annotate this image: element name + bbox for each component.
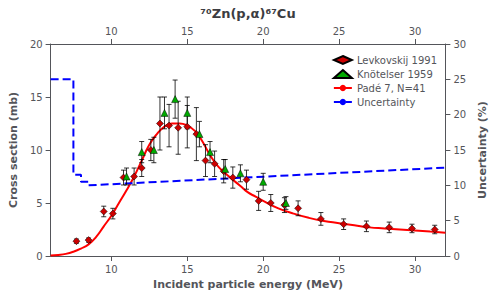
svg-text:20: 20 xyxy=(257,26,270,37)
svg-text:20: 20 xyxy=(453,109,466,120)
svg-text:30: 30 xyxy=(453,39,466,50)
svg-text:15: 15 xyxy=(181,264,194,275)
svg-text:0: 0 xyxy=(453,251,459,262)
svg-text:10: 10 xyxy=(453,180,466,191)
svg-text:5: 5 xyxy=(36,198,42,209)
svg-text:5: 5 xyxy=(453,215,459,226)
svg-text:30: 30 xyxy=(409,264,422,275)
svg-text:Cross section (mb): Cross section (mb) xyxy=(7,92,20,208)
svg-text:10: 10 xyxy=(105,26,118,37)
svg-text:15: 15 xyxy=(181,26,194,37)
svg-text:25: 25 xyxy=(333,26,346,37)
svg-text:10: 10 xyxy=(105,264,118,275)
svg-text:Uncertainty: Uncertainty xyxy=(357,97,416,108)
svg-text:25: 25 xyxy=(333,264,346,275)
svg-text:Uncertainty (%): Uncertainty (%) xyxy=(476,101,489,199)
svg-text:⁷⁰Zn(p,α)⁶⁷Cu: ⁷⁰Zn(p,α)⁶⁷Cu xyxy=(200,6,295,21)
svg-text:15: 15 xyxy=(30,92,43,103)
svg-text:Padé 7, N=41: Padé 7, N=41 xyxy=(357,83,426,94)
svg-text:15: 15 xyxy=(453,145,466,156)
svg-text:30: 30 xyxy=(409,26,422,37)
svg-text:Levkovskij 1991: Levkovskij 1991 xyxy=(357,55,437,66)
svg-text:25: 25 xyxy=(453,74,466,85)
svg-text:Knötelser 1959: Knötelser 1959 xyxy=(357,69,433,80)
svg-text:0: 0 xyxy=(36,251,42,262)
svg-text:10: 10 xyxy=(30,145,43,156)
svg-text:20: 20 xyxy=(30,39,43,50)
svg-text:Incident particle energy (MeV): Incident particle energy (MeV) xyxy=(153,278,343,291)
svg-text:20: 20 xyxy=(257,264,270,275)
